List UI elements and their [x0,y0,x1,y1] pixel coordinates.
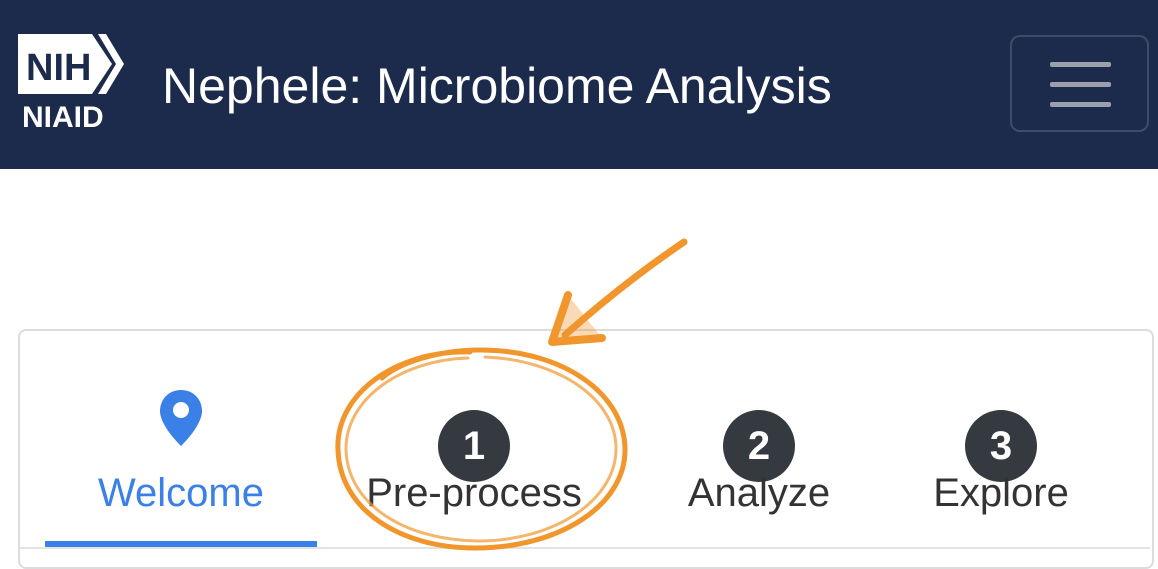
step-2-badge: 2 [723,410,795,482]
card-divider [20,547,1150,549]
step-3-badge: 3 [965,410,1037,482]
hamburger-menu-button[interactable] [1010,35,1149,132]
annotation-arrow [561,238,688,339]
tab-welcome-label: Welcome [98,471,264,515]
tab-analyze-label: Analyze [687,471,831,515]
active-tab-indicator [45,541,317,547]
app-title[interactable]: Nephele: Microbiome Analysis [162,58,832,114]
tab-pre-process[interactable]: 1 Pre-process [338,330,610,548]
tab-analyze[interactable]: 2 Analyze [628,330,890,548]
svg-text:NIH: NIH [26,47,91,89]
tab-explore[interactable]: 3 Explore [880,330,1122,548]
map-pin-icon [157,388,205,452]
svg-text:NIAID: NIAID [22,101,104,134]
hamburger-icon [1050,62,1111,67]
top-navbar: NIH NIAID Nephele: Microbiome Analysis [0,0,1158,169]
tab-explore-label: Explore [933,471,1069,515]
tab-welcome[interactable]: Welcome [45,330,317,548]
tab-pre-process-label: Pre-process [366,471,582,515]
nih-niaid-logo[interactable]: NIH NIAID [18,30,128,134]
